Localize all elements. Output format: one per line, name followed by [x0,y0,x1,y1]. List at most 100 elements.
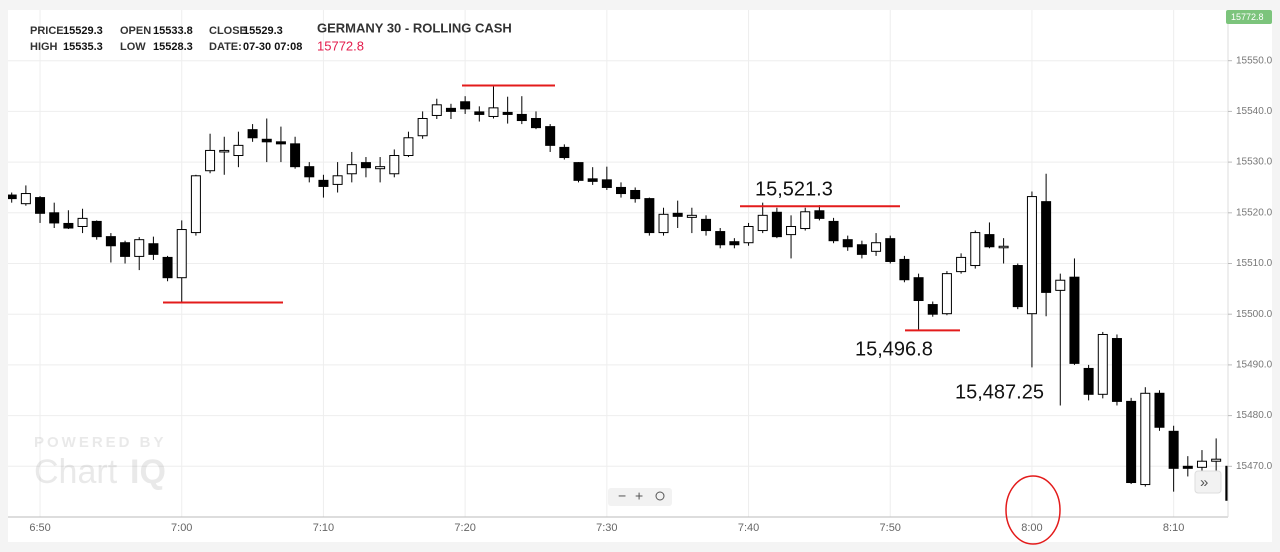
candle-body [460,101,471,110]
x-tick-label: 7:50 [880,522,901,534]
candle-body [247,129,258,139]
watermark: POWERED BY Chart IQ [34,434,166,491]
scroll-icon: » [1200,474,1208,491]
candle-body [190,175,201,234]
candle-body [176,229,187,279]
candle-body [672,212,683,217]
candle-body [686,214,697,218]
candle-body [1196,460,1207,468]
candle-body [998,245,1009,249]
y-tick-label: 15520.0 [1236,207,1273,218]
candle-body [941,273,952,315]
y-tick-label: 15510.0 [1236,258,1273,269]
candle-body [658,213,669,234]
highlight-circle [1005,475,1061,545]
info-label: LOW [120,41,146,53]
candle-body [35,197,46,214]
candle-body [375,166,386,170]
candle-body [1182,465,1193,469]
candle-body [1140,392,1151,486]
zoom-in[interactable]: + [635,488,643,504]
candle-body [360,162,371,169]
y-tick-label: 15490.0 [1236,360,1273,371]
x-tick-label: 7:00 [171,522,192,534]
candle-body [1126,400,1137,484]
info-value: 07-30 07:08 [243,41,302,53]
zoom-reset[interactable] [655,491,665,501]
candle-body [800,211,811,230]
scroll-end[interactable] [1194,470,1222,494]
watermark-brand: Chart [34,453,118,491]
x-tick-label: 7:40 [738,522,759,534]
zoom-controls[interactable]: − + [608,488,672,506]
candle-body [1055,279,1066,291]
candle-body [899,258,910,281]
annotation: 15,487.25 [955,381,1044,403]
zoom-bar [608,488,672,506]
level-label: 15,496.8 [855,338,933,360]
candle-body [1069,276,1080,364]
candle-body [771,211,782,238]
candle-body [1012,265,1023,308]
watermark-brand-iq: IQ [130,453,166,491]
price-badge [1226,10,1272,24]
scroll-button[interactable]: » [1194,470,1222,494]
candle-body [927,304,938,315]
info-label: PRICE [30,25,64,37]
candle-body [644,198,655,234]
y-tick-label: 15550.0 [1236,55,1273,66]
info-value: 15528.3 [153,41,193,53]
candle-body [290,143,301,168]
candle-body [1154,392,1165,428]
info-value: 15529.3 [243,25,283,37]
candle-body [1168,430,1179,469]
candle-body [984,234,995,248]
candle-body [134,239,145,257]
candle-body [545,126,556,146]
candle-body [389,155,400,175]
y-tick-label: 15540.0 [1236,106,1273,117]
candle-body [828,220,839,242]
zoom-out[interactable]: − [618,488,626,504]
grid [8,10,1228,517]
candle-body [871,242,882,252]
candle-body [913,277,924,302]
info-label: DATE: [209,41,242,53]
candle-body [842,239,853,248]
candle-body [219,149,230,153]
candle-body [332,175,343,185]
candle-body [205,149,216,172]
candles [8,86,1228,501]
y-tick-label: 15480.0 [1236,410,1273,421]
candle-body [77,217,88,227]
candle-body [1083,367,1094,395]
header: PRICE 15529.3 OPEN 15533.8 CLOSE 15529.3… [30,10,1272,53]
candle-body [91,220,102,238]
candle-body [743,225,754,244]
candle-body [488,107,499,117]
x-tick-label: 6:50 [29,522,50,534]
candle-body [701,218,712,232]
x-tick-label: 8:10 [1163,522,1184,534]
candle-body [162,256,173,279]
candle-body [1225,465,1228,501]
candle-body [786,225,797,236]
candle-body [1041,201,1052,293]
candle-body [261,138,272,143]
y-tick-label: 15470.0 [1236,461,1273,472]
candle-body [148,243,159,255]
candle-body [304,166,315,178]
y-tick-label: 15530.0 [1236,157,1273,168]
candle-body [1026,196,1037,315]
candle-body [559,146,570,159]
candle-body [516,113,527,122]
candle-body [1111,338,1122,402]
candle-body [757,214,768,232]
info-value: 15529.3 [63,25,103,37]
candle-body [530,117,541,129]
candle-body [715,231,726,246]
x-tick-label: 7:10 [313,522,334,534]
info-value: 15535.3 [63,41,103,53]
